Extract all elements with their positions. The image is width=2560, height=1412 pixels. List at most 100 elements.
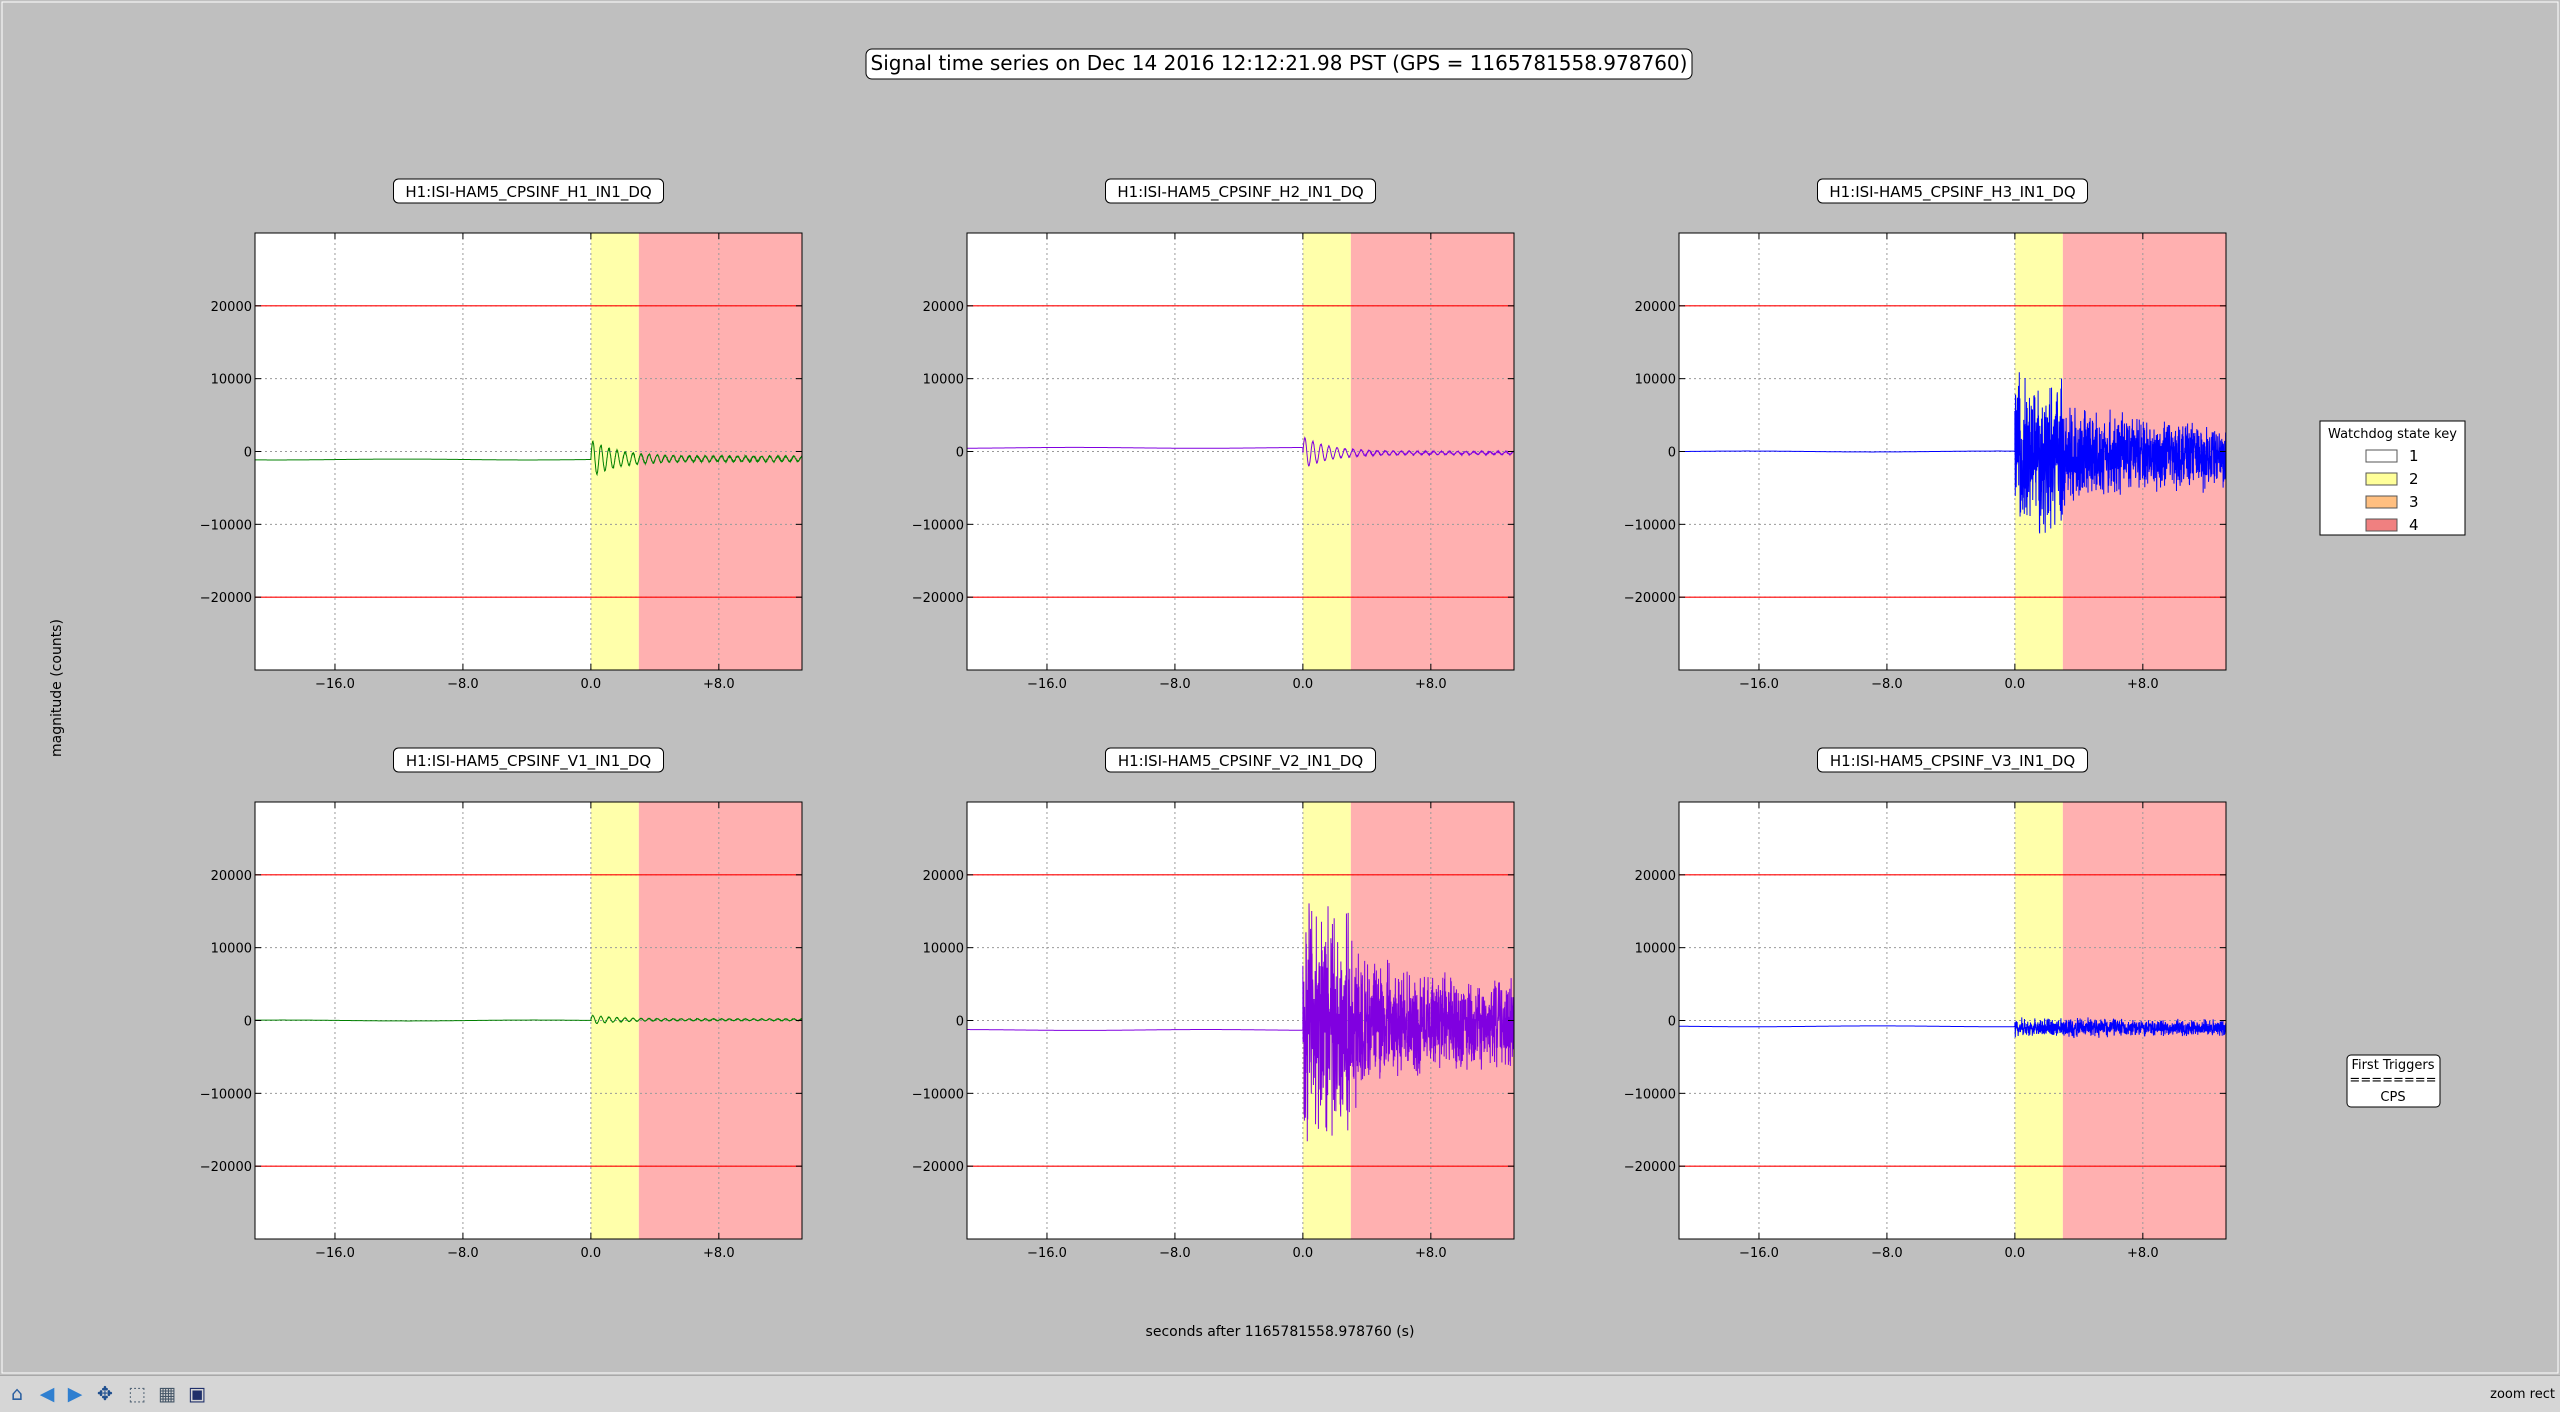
x-tick-label: +8.0 bbox=[703, 1246, 735, 1261]
subplot-title-box bbox=[1817, 747, 2088, 773]
figure: Signal time series on Dec 14 2016 12:12:… bbox=[1, 1, 2559, 1374]
x-tick-label: +8.0 bbox=[1415, 1246, 1447, 1261]
y-tick-label: 20000 bbox=[1635, 300, 1676, 315]
subplot-6: −16.0 −8.0 0.0 +8.0 −20000 −10000 0 10000 20000 H… bbox=[1624, 747, 2227, 1261]
x-tick-label: −16.0 bbox=[1739, 677, 1779, 692]
x-tick-label: −16.0 bbox=[1739, 1246, 1779, 1261]
y-tick-label: 20000 bbox=[923, 300, 964, 315]
signal-line bbox=[1679, 1017, 2226, 1039]
y-tick-label: −10000 bbox=[912, 518, 964, 533]
zoom-icon: ⬚ bbox=[128, 1382, 146, 1405]
subplot-3: −16.0 −8.0 0.0 +8.0 −20000 −10000 0 10000 20000 H… bbox=[1624, 178, 2227, 692]
first-triggers-title: First Triggers bbox=[2351, 1058, 2434, 1073]
x-tick-label: 0.0 bbox=[581, 677, 602, 692]
y-tick-label: −20000 bbox=[200, 1160, 252, 1175]
subplot-1: −16.0 −8.0 0.0 +8.0 −20000 −10000 0 10000 20000 H… bbox=[200, 178, 803, 692]
x-axis-label: seconds after 1165781558.978760 (s) bbox=[1146, 1324, 1415, 1340]
y-tick-label: −20000 bbox=[200, 591, 252, 606]
save-button[interactable]: ▣ bbox=[184, 1381, 210, 1407]
signal-line bbox=[255, 440, 802, 477]
x-tick-label: −8.0 bbox=[447, 677, 479, 692]
x-tick-label: 0.0 bbox=[1293, 677, 1314, 692]
y-tick-label: 20000 bbox=[211, 869, 252, 884]
legend-label-4: 4 bbox=[2409, 516, 2419, 534]
y-tick-label: 0 bbox=[244, 1015, 252, 1030]
signal-line bbox=[255, 1014, 802, 1025]
y-tick-label: 20000 bbox=[923, 869, 964, 884]
suptitle-text: Signal time series on Dec 14 2016 12:12:… bbox=[871, 51, 1688, 75]
y-tick-label: −20000 bbox=[1624, 1160, 1676, 1175]
y-tick-label: −10000 bbox=[200, 518, 252, 533]
subplot-title-box bbox=[1817, 178, 2088, 204]
y-tick-label: 0 bbox=[956, 446, 964, 461]
first-triggers-value: CPS bbox=[2380, 1090, 2405, 1105]
subplot-title: H1:ISI-HAM5_CPSINF_H1_IN1_DQ bbox=[405, 183, 651, 202]
subplot-2: −16.0 −8.0 0.0 +8.0 −20000 −10000 0 10000 20000 H… bbox=[912, 178, 1515, 692]
y-tick-label: 10000 bbox=[211, 942, 252, 957]
y-axis-label: magnitude (counts) bbox=[49, 619, 65, 757]
x-tick-label: +8.0 bbox=[2127, 1246, 2159, 1261]
y-tick-label: −10000 bbox=[1624, 518, 1676, 533]
suptitle: Signal time series on Dec 14 2016 12:12:… bbox=[865, 48, 1693, 80]
x-tick-label: −16.0 bbox=[315, 677, 355, 692]
x-tick-label: +8.0 bbox=[2127, 677, 2159, 692]
back-button[interactable]: ◀ bbox=[34, 1381, 60, 1407]
x-tick-label: 0.0 bbox=[1293, 1246, 1314, 1261]
y-tick-label: 20000 bbox=[1635, 869, 1676, 884]
subplot-title-box bbox=[393, 178, 664, 204]
subplot-title: H1:ISI-HAM5_CPSINF_V1_IN1_DQ bbox=[406, 752, 651, 771]
signal-line bbox=[967, 436, 1514, 467]
y-tick-label: −20000 bbox=[912, 591, 964, 606]
subplot-title: H1:ISI-HAM5_CPSINF_H2_IN1_DQ bbox=[1117, 183, 1363, 202]
legend-swatch-2 bbox=[2365, 472, 2398, 486]
x-tick-label: +8.0 bbox=[1415, 677, 1447, 692]
save-icon: ▣ bbox=[188, 1382, 206, 1405]
forward-icon: ▶ bbox=[67, 1382, 83, 1405]
y-tick-label: 10000 bbox=[211, 373, 252, 388]
y-tick-label: −10000 bbox=[200, 1087, 252, 1102]
watchdog-legend: Watchdog state key 1 2 3 4 bbox=[2319, 420, 2466, 536]
subplots-icon: ▦ bbox=[158, 1382, 176, 1405]
x-tick-label: −8.0 bbox=[1159, 1246, 1191, 1261]
subplot-title-box bbox=[1105, 178, 1376, 204]
pan-icon: ✥ bbox=[97, 1382, 113, 1405]
x-tick-label: 0.0 bbox=[581, 1246, 602, 1261]
y-tick-label: 10000 bbox=[1635, 373, 1676, 388]
x-tick-label: −16.0 bbox=[1027, 677, 1067, 692]
y-tick-label: 10000 bbox=[923, 942, 964, 957]
subplot-4: −16.0 −8.0 0.0 +8.0 −20000 −10000 0 10000 20000 H… bbox=[200, 747, 803, 1261]
y-tick-label: −20000 bbox=[1624, 591, 1676, 606]
y-tick-label: −10000 bbox=[1624, 1087, 1676, 1102]
legend-label-2: 2 bbox=[2409, 470, 2419, 488]
zoom-button[interactable]: ⬚ bbox=[124, 1381, 150, 1407]
pan-button[interactable]: ✥ bbox=[92, 1381, 118, 1407]
legend-title: Watchdog state key bbox=[2328, 427, 2457, 442]
subplots-button[interactable]: ▦ bbox=[154, 1381, 180, 1407]
subplot-title-box bbox=[1105, 747, 1376, 773]
home-icon: ⌂ bbox=[10, 1382, 24, 1405]
signal-line bbox=[1679, 372, 2226, 534]
subplot-title-box bbox=[393, 747, 664, 773]
x-tick-label: −8.0 bbox=[447, 1246, 479, 1261]
toolbar-status: zoom rect bbox=[2490, 1387, 2555, 1402]
y-tick-label: −10000 bbox=[912, 1087, 964, 1102]
legend-label-1: 1 bbox=[2409, 447, 2419, 465]
x-tick-label: −8.0 bbox=[1871, 677, 1903, 692]
subplot-5: −16.0 −8.0 0.0 +8.0 −20000 −10000 0 10000 20000 H… bbox=[912, 747, 1515, 1261]
subplot-title: H1:ISI-HAM5_CPSINF_V3_IN1_DQ bbox=[1830, 752, 2075, 771]
x-tick-label: 0.0 bbox=[2005, 1246, 2026, 1261]
x-tick-label: 0.0 bbox=[2005, 677, 2026, 692]
x-tick-label: +8.0 bbox=[703, 677, 735, 692]
legend-label-3: 3 bbox=[2409, 493, 2419, 511]
y-tick-label: 0 bbox=[1668, 1015, 1676, 1030]
forward-button[interactable]: ▶ bbox=[62, 1381, 88, 1407]
home-button[interactable]: ⌂ bbox=[4, 1381, 30, 1407]
first-triggers-separator: ======== bbox=[2349, 1073, 2436, 1088]
x-tick-label: −8.0 bbox=[1159, 677, 1191, 692]
first-triggers-box: First Triggers ======== CPS bbox=[2346, 1054, 2441, 1108]
x-tick-label: −16.0 bbox=[1027, 1246, 1067, 1261]
y-tick-label: 10000 bbox=[1635, 942, 1676, 957]
y-tick-label: 0 bbox=[956, 1015, 964, 1030]
back-icon: ◀ bbox=[39, 1382, 55, 1405]
navigation-toolbar: ⌂ ◀ ▶ ✥ ⬚ ▦ ▣ zoom rect bbox=[0, 1375, 2560, 1412]
